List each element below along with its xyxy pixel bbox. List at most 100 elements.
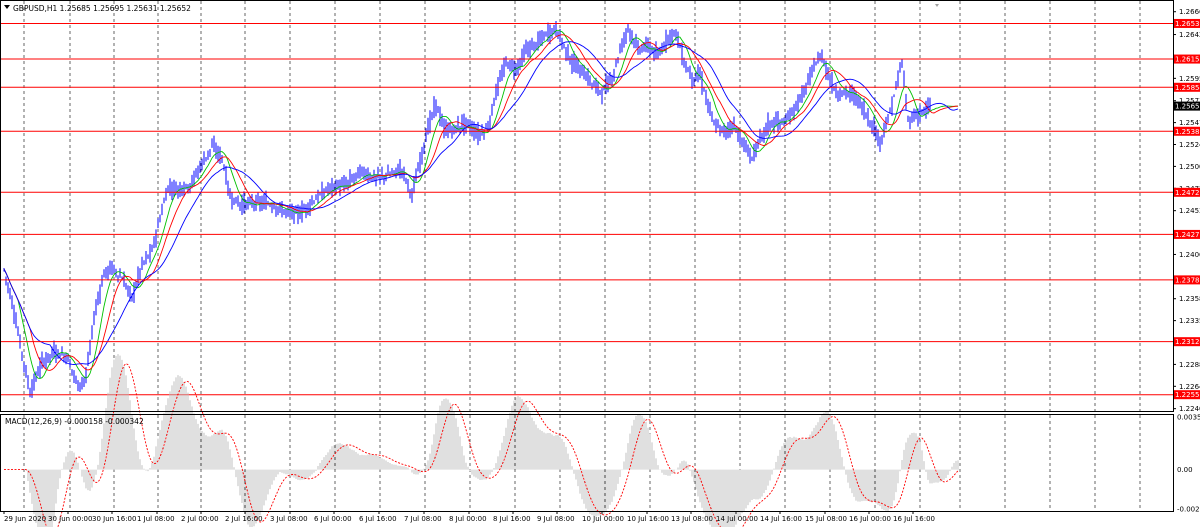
candle-body [779, 120, 781, 123]
candle-body [177, 187, 179, 191]
price-tick-label: 1.24060 [1179, 251, 1200, 259]
candle-body [425, 133, 427, 142]
candle-body [813, 64, 815, 72]
candle-body [507, 63, 509, 69]
candle-body [47, 353, 49, 360]
candle-body [611, 77, 613, 84]
candle-body [349, 176, 351, 185]
time-tick-label: 14 Jul 16:00 [760, 515, 802, 523]
candle-body [173, 184, 175, 190]
candle-body [309, 202, 311, 209]
candle-body [313, 201, 315, 203]
candle-body [141, 259, 143, 268]
candle-body [845, 89, 847, 95]
triangle-down-icon[interactable] [4, 5, 10, 9]
price-tick-label: 1.23350 [1179, 317, 1200, 325]
candle-body [359, 168, 361, 177]
candle-body [153, 238, 155, 247]
candle-body [843, 90, 845, 94]
candle-body [235, 196, 237, 204]
candle-body [443, 126, 445, 131]
candle-body [343, 181, 345, 188]
candle-body [827, 73, 829, 77]
candle-body [821, 54, 823, 58]
candle-body [891, 98, 893, 110]
candle-body [391, 172, 393, 174]
candle-body [357, 168, 359, 179]
candle-body [831, 79, 833, 89]
macd-subwindow[interactable] [4, 354, 959, 527]
shift-marker-icon[interactable] [935, 4, 939, 7]
candle-body [797, 100, 799, 108]
candle-body [837, 94, 839, 99]
candle-body [711, 116, 713, 118]
time-axis[interactable]: 29 Jun 2020 30 Jun 00:00 30 Jun 16:00 1 Jul… [3, 511, 935, 523]
candle-body [725, 126, 727, 134]
candle-body [455, 125, 457, 133]
candle-body [199, 164, 201, 172]
candle-body [529, 43, 531, 53]
candle-body [623, 38, 625, 40]
candle-body [531, 43, 533, 50]
candle-body [499, 78, 501, 80]
candle-body [661, 48, 663, 52]
candle-body [593, 82, 595, 87]
candle-body [675, 30, 677, 35]
candle-body [205, 157, 207, 158]
price-tick-label: 1.25240 [1179, 141, 1200, 149]
candle-body [345, 183, 347, 187]
candle-body [783, 123, 785, 125]
candle-body [395, 167, 397, 174]
candle-body [77, 380, 79, 391]
candle-body [31, 384, 33, 393]
time-tick-label: 6 Jul 16:00 [359, 515, 397, 523]
candle-body [665, 35, 667, 45]
candle-body [701, 78, 703, 87]
candle-body [901, 59, 903, 66]
candle-body [125, 285, 127, 288]
candle-body [805, 84, 807, 92]
candle-body [187, 185, 189, 191]
candle-body [587, 74, 589, 83]
candle-body [619, 48, 621, 52]
candle-body [393, 170, 395, 172]
macd-label: MACD(12,26,9) -0.000158 -0.000342 [5, 417, 144, 426]
candle-body [197, 169, 199, 172]
candle-body [749, 153, 751, 157]
candle-body [861, 104, 863, 113]
candle-body [873, 124, 875, 135]
current-price-label: 1.25652 [1175, 103, 1200, 111]
candle-body [97, 298, 99, 300]
candle-body [219, 151, 221, 159]
macd-indicator [4, 354, 959, 527]
level-price-tag [1174, 337, 1200, 347]
candle-body [761, 133, 763, 135]
horizontal-levels[interactable] [0, 22, 1173, 396]
candle-body [589, 78, 591, 84]
candle-body [829, 81, 831, 83]
candle-body [15, 320, 17, 327]
candle-body [103, 271, 105, 278]
candle-body [65, 354, 67, 362]
candle-body [715, 125, 717, 131]
level-price-label: 1.23124 [1175, 338, 1200, 346]
candle-body [699, 75, 701, 76]
price-chart[interactable] [0, 20, 1173, 398]
candle-body [523, 50, 525, 59]
candle-body [263, 199, 265, 205]
candle-body [273, 207, 275, 209]
candle-body [347, 180, 349, 184]
candle-body [397, 169, 399, 175]
candle-body [401, 169, 403, 171]
candle-body [107, 267, 109, 275]
candle-body [285, 210, 287, 212]
candle-body [639, 49, 641, 51]
candle-body [155, 232, 157, 240]
candle-body [437, 106, 439, 113]
candle-body [59, 354, 61, 358]
candle-body [921, 109, 923, 114]
candle-body [51, 351, 53, 355]
candle-body [773, 120, 775, 126]
